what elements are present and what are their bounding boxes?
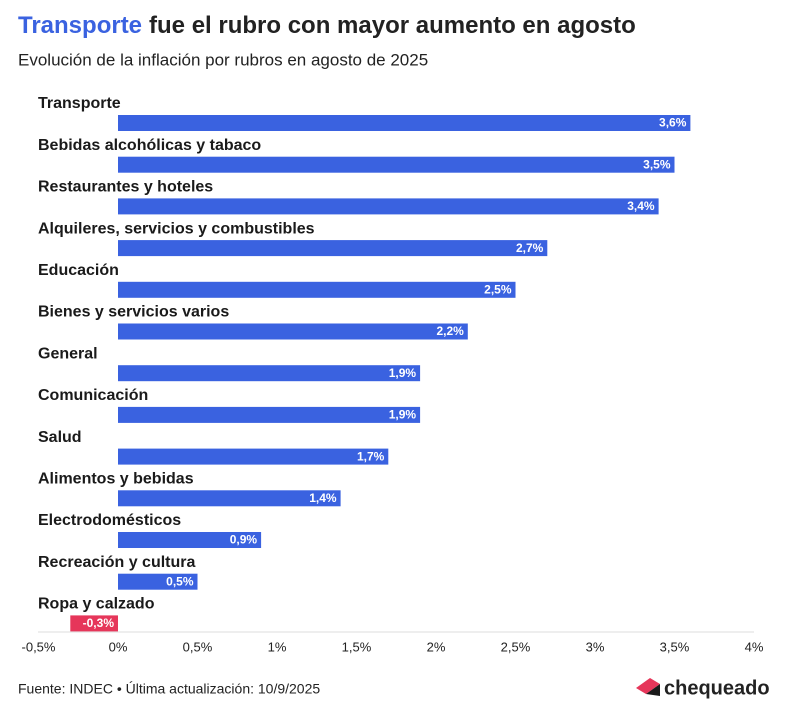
- value-label: 0,5%: [166, 574, 194, 588]
- bar: [118, 448, 389, 465]
- x-tick-label: 3,5%: [660, 639, 690, 654]
- x-tick-label: 1,5%: [342, 639, 372, 654]
- bar: [70, 615, 118, 632]
- category-label: Recreación y cultura: [38, 554, 196, 571]
- category-label: Comunicación: [38, 387, 148, 404]
- x-tick-label: -0,5%: [22, 639, 56, 654]
- x-tick-label: 2%: [427, 639, 446, 654]
- category-label: Alquileres, servicios y combustibles: [38, 220, 315, 237]
- chart-subtitle: Evolución de la inflación por rubros en …: [18, 50, 428, 69]
- value-label: 2,5%: [484, 282, 512, 296]
- chart-title: Transporte fue el rubro con mayor aumento…: [18, 12, 636, 39]
- category-label: Restaurantes y hoteles: [38, 179, 213, 196]
- value-label: 3,4%: [627, 199, 655, 213]
- category-label: Educación: [38, 262, 119, 279]
- bar: [118, 281, 516, 298]
- value-label: 0,9%: [230, 533, 258, 547]
- category-label: Alimentos y bebidas: [38, 471, 194, 488]
- category-label: Salud: [38, 429, 82, 446]
- value-label: 1,7%: [357, 449, 385, 463]
- bar: [118, 198, 659, 215]
- bar: [118, 490, 341, 507]
- value-label: 1,9%: [389, 408, 417, 422]
- logo-icon: [636, 678, 660, 694]
- bar: [118, 156, 675, 173]
- bar: [118, 532, 262, 548]
- x-tick-label: 0,5%: [183, 639, 213, 654]
- value-label: 2,2%: [436, 324, 464, 338]
- bar: [118, 240, 548, 257]
- bar: [118, 115, 691, 131]
- value-label: 2,7%: [516, 241, 544, 255]
- source: Fuente: INDEC • Última actualización: 10…: [18, 681, 320, 697]
- bar: [118, 406, 421, 423]
- x-tick-label: 4%: [745, 639, 764, 654]
- x-tick-label: 2,5%: [501, 639, 531, 654]
- category-label: Ropa y calzado: [38, 596, 155, 613]
- category-label: Bienes y servicios varios: [38, 304, 229, 321]
- title-highlight: Transporte: [18, 12, 142, 39]
- bar: [118, 365, 421, 382]
- category-label: Electrodomésticos: [38, 512, 181, 529]
- title-rest: fue el rubro con mayor aumento en agosto: [149, 12, 636, 39]
- category-label: Bebidas alcohólicas y tabaco: [38, 137, 261, 154]
- x-tick-label: 3%: [586, 639, 605, 654]
- category-label: General: [38, 345, 98, 362]
- category-label: Transporte: [38, 95, 121, 112]
- value-label: 3,6%: [659, 116, 687, 130]
- value-label: 1,4%: [309, 491, 337, 505]
- brand: chequeado: [664, 677, 770, 699]
- x-tick-label: 1%: [268, 639, 287, 654]
- bar: [118, 323, 468, 340]
- value-label: 1,9%: [389, 366, 417, 380]
- value-label: -0,3%: [83, 616, 115, 630]
- value-label: 3,5%: [643, 157, 671, 171]
- bar: [118, 573, 198, 590]
- logo-icon-dark: [646, 684, 660, 696]
- x-tick-label: 0%: [109, 639, 128, 654]
